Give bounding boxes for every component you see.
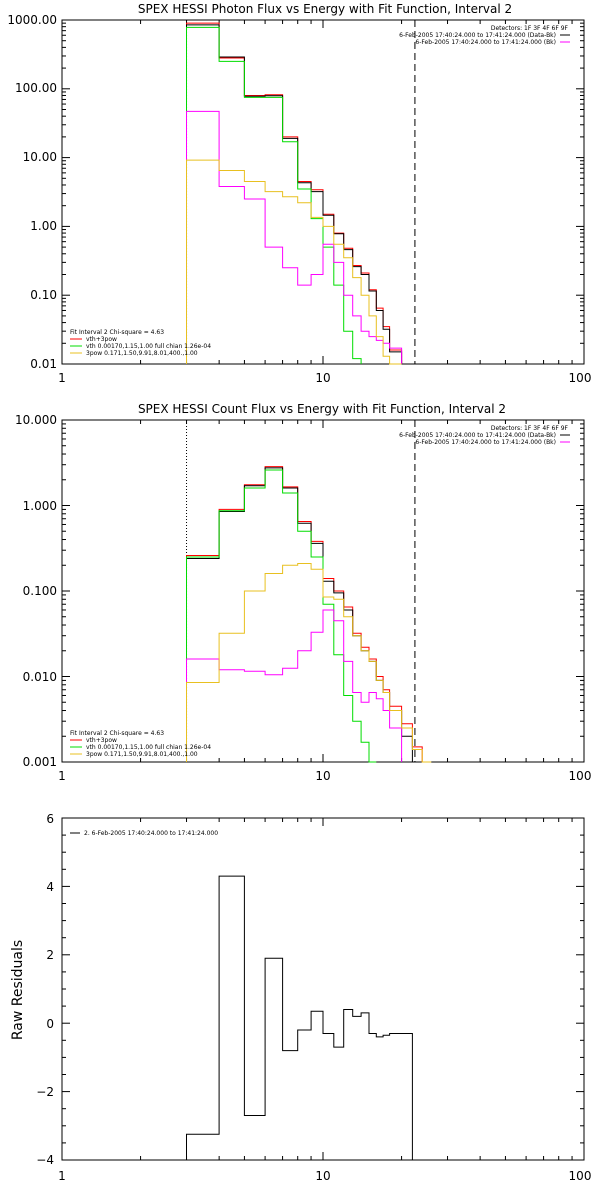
residuals-legend-text: 2. 6-Feb-2005 17:40:24.000 to 17:41:24.0… [84,830,218,837]
photon-flux-legend-model: vth+3pow [86,336,117,343]
count-flux-series-1 [186,467,413,762]
photon-flux-legend-data: 6-Feb-2005 17:40:24.000 to 17:41:24.000 … [399,32,556,39]
photon-flux-ytick-4: 100.00 [15,81,57,95]
photon-flux-ytick-2: 1.00 [30,219,57,233]
photon-flux-xtick-1: 10 [315,371,330,385]
count-flux-legend-bottom: Fit Interval 2 Chi-square = 4.63 vth+3po… [70,730,211,758]
photon-flux-series-2 [186,26,362,364]
count-flux-ytick-2: 0.100 [23,584,57,598]
count-flux-legend-vth: vth 0.00170,1.15,1.00 full chian 1.26e-0… [86,744,211,751]
photon-flux-legend-detectors: Detectors: 1F 3F 4F 6F 9F [491,25,569,32]
count-flux-legend-3pow: 3pow 0.171,1.50,9.91,8.01,400.,1.00 [86,751,198,758]
count-flux-legend-model: vth+3pow [86,737,117,744]
photon-flux-legend-fit: Fit Interval 2 Chi-square = 4.63 [70,329,164,336]
count-flux-ytick-0: 0.001 [23,755,57,769]
residuals-panel: Raw Residuals −4 −2 0 2 4 6 1 10 100 2. … [10,812,591,1183]
count-flux-legend-top: Detectors: 1F 3F 4F 6F 9F 6-Feb-2005 17:… [399,425,570,446]
residuals-xtick-0: 1 [58,1169,66,1183]
count-flux-xtick-0: 1 [58,769,66,783]
photon-flux-series-3 [186,110,403,364]
photon-flux-title: SPEX HESSI Photon Flux vs Energy with Fi… [138,2,512,16]
residuals-ytick-2: 0 [46,1017,54,1031]
count-flux-ytick-3: 1.000 [23,499,57,513]
photon-flux-xtick-2: 100 [569,371,592,385]
photon-flux-ytick-1: 0.10 [30,288,57,302]
count-flux-legend-data: 6-Feb-2005 17:40:24.000 to 17:41:24.000 … [399,432,556,439]
residuals-ylabel: Raw Residuals [10,940,26,1040]
residuals-plot-frame [61,817,585,1161]
count-flux-panel: SPEX HESSI Count Flux vs Energy with Fit… [15,402,591,783]
photon-flux-legend-bk: 6-Feb-2005 17:40:24.000 to 17:41:24.000 … [415,39,556,46]
residuals-legend: 2. 6-Feb-2005 17:40:24.000 to 17:41:24.0… [70,830,218,837]
count-flux-ytick-1: 0.010 [23,670,57,684]
count-flux-ytick-4: 10.000 [15,413,57,427]
count-flux-xtick-1: 10 [315,769,330,783]
count-flux-series-2 [186,469,377,763]
residuals-series-0 [186,875,413,1160]
residuals-xtick-2: 100 [569,1169,592,1183]
residuals-ytick-5: 6 [46,812,54,826]
photon-flux-ytick-0: 0.01 [30,357,57,371]
photon-flux-xtick-0: 1 [58,371,66,385]
count-flux-series-4 [186,563,432,763]
photon-flux-legend-3pow: 3pow 0.171,1.50,9.91,8.01,400.,1.00 [86,350,198,357]
photon-flux-legend-vth: vth 0.00170,1.15,1.00 full chian 1.26e-0… [86,343,211,350]
photon-flux-legend-bottom: Fit Interval 2 Chi-square = 4.63 vth+3po… [70,329,211,357]
residuals-ytick-0: −4 [36,1153,54,1167]
residuals-ytick-3: 2 [46,948,54,962]
photon-flux-ytick-3: 10.00 [23,150,57,164]
count-flux-legend-detectors: Detectors: 1F 3F 4F 6F 9F [491,425,569,432]
count-flux-series-3 [186,609,403,762]
count-flux-legend-bk: 6-Feb-2005 17:40:24.000 to 17:41:24.000 … [415,439,556,446]
count-flux-xtick-2: 100 [569,769,592,783]
photon-flux-series-4 [186,159,402,365]
count-flux-legend-fit: Fit Interval 2 Chi-square = 4.63 [70,730,164,737]
residuals-xtick-1: 10 [315,1169,330,1183]
residuals-ytick-4: 4 [46,880,54,894]
photon-flux-legend-top: Detectors: 1F 3F 4F 6F 9F 6-Feb-2005 17:… [399,25,570,46]
count-flux-title: SPEX HESSI Count Flux vs Energy with Fit… [138,402,506,416]
photon-flux-panel: SPEX HESSI Photon Flux vs Energy with Fi… [7,2,591,385]
photon-flux-ytick-5: 1000.00 [7,13,57,27]
residuals-ytick-1: −2 [36,1085,54,1099]
